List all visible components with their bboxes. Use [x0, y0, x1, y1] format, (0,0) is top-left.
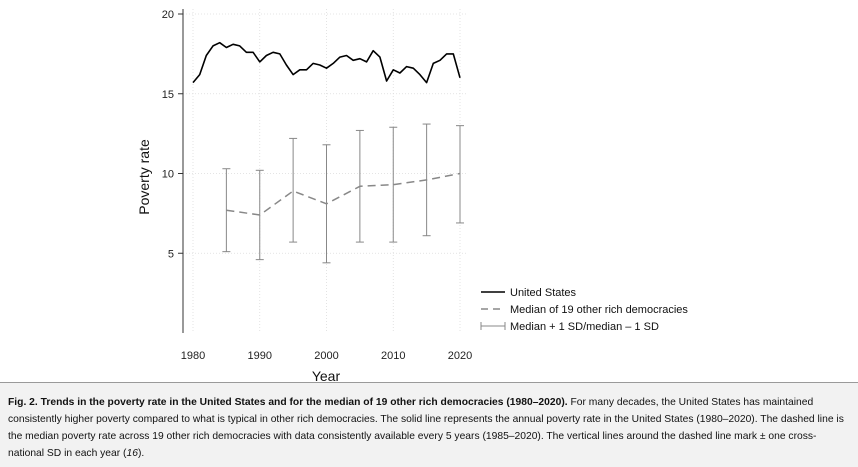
caption-text: For many decades, the United States has …: [8, 397, 844, 459]
error-bar: [322, 144, 331, 264]
y-tick-label: 5: [168, 248, 174, 260]
error-bar: [289, 137, 298, 243]
poverty-chart: 1980 1990 2000 2010 2020 5 10 15 20 Poverty rate…: [136, 9, 688, 382]
x-tick-label: 2010: [381, 350, 405, 362]
y-tick-label: 15: [162, 89, 174, 101]
error-bar: [389, 126, 398, 243]
caption-reference: 16: [126, 448, 138, 459]
us-poverty-line: [192, 41, 461, 84]
x-tick-label: 1980: [181, 350, 205, 362]
legend: United States Median of 19 other rich de…: [480, 287, 688, 333]
legend-swatch-errorbar: [480, 322, 506, 330]
y-tick-label: 10: [162, 169, 174, 181]
error-bar: [422, 123, 431, 237]
legend-label-median: Median of 19 other rich democracies: [510, 304, 688, 316]
error-bar: [355, 129, 364, 243]
data-series: [192, 41, 464, 264]
caption-text-end: ).: [137, 448, 145, 459]
figure-caption: Fig. 2. Trends in the poverty rate in th…: [0, 382, 858, 467]
caption-title: Fig. 2. Trends in the poverty rate in th…: [8, 397, 568, 408]
legend-label-us: United States: [510, 287, 577, 299]
error-bar: [255, 169, 264, 261]
y-axis-title: Poverty rate: [136, 139, 152, 215]
x-axis-title: Year: [312, 368, 341, 382]
grid-lines: [183, 9, 468, 333]
error-bar: [222, 168, 231, 253]
median-line: [226, 172, 461, 216]
x-tick-label: 1990: [248, 350, 272, 362]
axis-ticks: 1980 1990 2000 2010 2020 5 10 15 20: [162, 9, 472, 362]
x-tick-label: 2020: [448, 350, 472, 362]
x-tick-label: 2000: [314, 350, 338, 362]
y-tick-label: 20: [162, 9, 174, 21]
legend-label-errorbar: Median + 1 SD/median – 1 SD: [510, 321, 659, 333]
error-bar: [456, 125, 464, 224]
